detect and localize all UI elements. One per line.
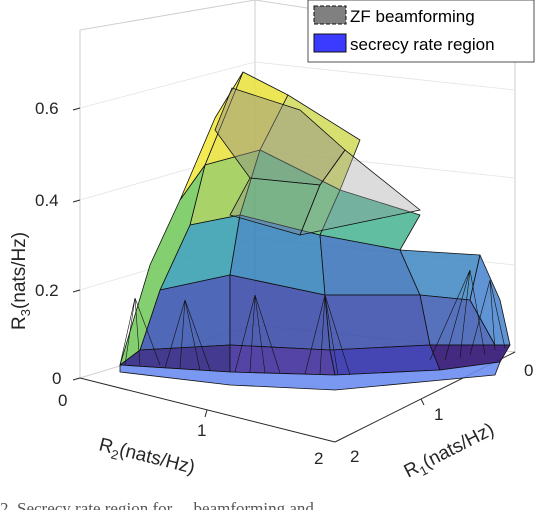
z-tick-label: 0.2 xyxy=(35,281,59,300)
x-axis-label: R1(nats/Hz) xyxy=(401,419,499,485)
z-tick-label: 0.6 xyxy=(35,99,59,118)
y-tick-label: 0 xyxy=(58,391,67,410)
facet xyxy=(324,294,431,351)
y-tick-label: 1 xyxy=(197,421,206,440)
legend: ZF beamforming secrecy rate region xyxy=(307,0,535,63)
z-tick-label: 0 xyxy=(52,369,61,388)
base-fan-lines xyxy=(119,269,506,376)
y-tick-label: 2 xyxy=(314,449,323,468)
zf-beamforming-region xyxy=(214,87,421,236)
zf-facet xyxy=(299,149,421,236)
y-axis-label: R2(nats/Hz) xyxy=(96,434,197,481)
x-tick-label: 0 xyxy=(524,361,533,380)
figure-caption-fragment: 2. Secrecy rate region for ... beamformi… xyxy=(0,499,331,510)
x-tick-label: 2 xyxy=(350,447,359,466)
z-tick-label: 0.4 xyxy=(35,191,59,210)
axis-tick-marks xyxy=(72,107,425,418)
z-axis-label: R3(nats/Hz) xyxy=(9,232,33,330)
legend-swatch-secrecy xyxy=(313,33,347,53)
legend-swatch-zf xyxy=(313,5,347,25)
facet xyxy=(119,361,501,391)
x-tick-label: 1 xyxy=(434,405,443,424)
legend-label-secrecy: secrecy rate region xyxy=(350,35,495,54)
facet xyxy=(229,344,336,376)
legend-label-zf: ZF beamforming xyxy=(350,7,475,26)
facet xyxy=(319,234,421,296)
